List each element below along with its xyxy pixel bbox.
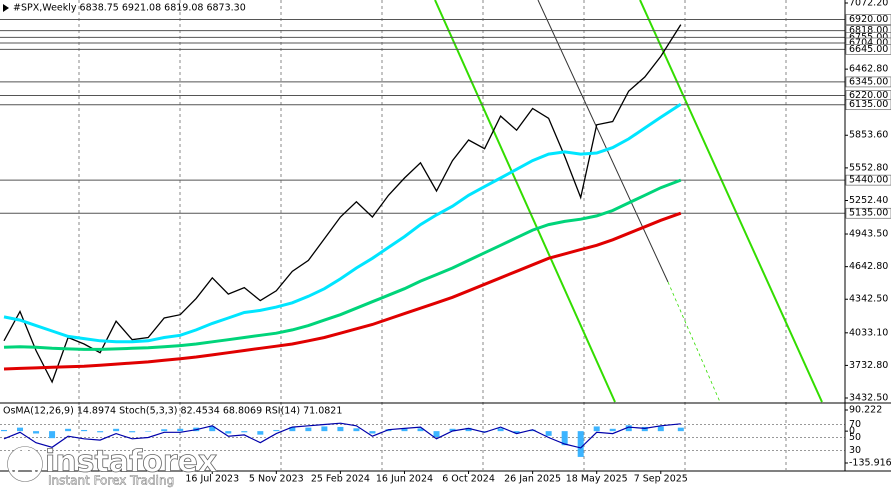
level-label: 6645.00 (849, 44, 888, 55)
osma-bar (369, 431, 376, 434)
rsi-line (3, 422, 681, 449)
y-tick-label: 3432.50 (849, 393, 888, 404)
brand-tagline: Instant Forex Trading (48, 474, 174, 488)
level-label: 6135.00 (849, 99, 888, 110)
symbol-icon (3, 4, 9, 12)
y-tick-label: 0 (849, 426, 855, 437)
level-label: 6755.00 (849, 32, 888, 43)
osma-bar (577, 431, 584, 457)
brand-name: instaforex (45, 445, 217, 480)
level-box (845, 99, 891, 111)
level-label: 6920.00 (849, 14, 888, 25)
level-box (845, 174, 891, 186)
osma-bar (625, 425, 632, 432)
osma-bar (353, 428, 360, 432)
osma-bar (129, 431, 136, 433)
level-label: 6818.00 (849, 25, 888, 36)
x-tick-label: 16 Jul 2023 (185, 474, 239, 485)
x-tick-label: 16 Jun 2024 (376, 474, 433, 485)
osma-bar (657, 426, 664, 432)
watermark: instaforex Instant Forex Trading (7, 444, 218, 488)
osma-bar (641, 426, 648, 432)
osma-bar (513, 431, 520, 434)
level-label: 6220.00 (849, 90, 888, 101)
chart-title: #SPX,Weekly 6838.75 6921.08 6819.08 6873… (13, 3, 246, 14)
y-tick-label: 4033.10 (849, 327, 888, 338)
osma-bar (257, 431, 264, 435)
trend-channel (434, 0, 823, 403)
osma-bar (433, 431, 440, 438)
osma-bar (17, 427, 24, 432)
osma-bar (677, 427, 684, 432)
osma-bar (113, 428, 120, 432)
osma-bar (97, 431, 104, 433)
osma-bar (1, 429, 8, 432)
y-tick-label: 6462.80 (849, 64, 888, 75)
level-label: 5440.00 (849, 175, 888, 186)
y-tick-label: 5252.40 (849, 195, 888, 206)
osma-bar (33, 431, 40, 434)
osma-bar (465, 427, 472, 432)
y-tick-label: 5552.80 (849, 162, 888, 173)
y-tick-label: 90.222 (849, 405, 882, 416)
osma-bar (65, 428, 72, 432)
osma-bar (561, 431, 568, 446)
osma-bar (545, 431, 552, 436)
level-box (845, 207, 891, 219)
osma-bar (161, 429, 168, 432)
osma-bar (321, 426, 328, 432)
y2-tick-label: 70 (849, 419, 861, 430)
osma-bar (529, 429, 536, 432)
osma-bar (225, 431, 232, 434)
level-box (845, 44, 891, 55)
x-tick-label: 18 May 2025 (566, 474, 628, 485)
y-tick-label: 4642.80 (849, 261, 888, 272)
y-tick-label: 3732.80 (849, 360, 888, 371)
level-box (845, 76, 891, 88)
y-tick-label: 4943.50 (849, 229, 888, 240)
osma-bar (497, 428, 504, 432)
x-tick-label: 6 Oct 2024 (442, 474, 495, 485)
osma-bar (81, 429, 88, 432)
osma-bar (209, 426, 216, 432)
osma-bar (177, 428, 184, 432)
osma-bar (145, 431, 152, 432)
level-label: 5135.00 (849, 208, 888, 219)
price-line (3, 178, 682, 351)
price-line (3, 102, 682, 344)
osma-bar (417, 428, 424, 432)
y2-tick-label: 50 (849, 432, 861, 443)
osma-bar (401, 428, 408, 432)
osma-bar (241, 431, 248, 433)
level-box (845, 14, 891, 25)
y2-tick-label: 30 (849, 445, 861, 456)
level-label: 6345.00 (849, 76, 888, 87)
osma-bar (337, 426, 344, 432)
osma-bar (273, 429, 280, 432)
osma-bar (609, 428, 616, 432)
osma-bar (289, 426, 296, 432)
price-line (3, 211, 682, 371)
x-tick-label: 26 Jan 2025 (504, 474, 561, 485)
x-tick-label: 7 Sep 2025 (634, 474, 688, 485)
y-tick-label: 7072.20 (849, 0, 888, 9)
osma-bar (593, 426, 600, 432)
indicator-title: OsMA(12,26,9) 14.8974 Stoch(5,3,3) 82.45… (3, 406, 342, 417)
price-panel: 7072.20 6462.80 5853.60 5552.80 5252.40 4943.… (0, 0, 891, 404)
y-tick-label: 5853.60 (849, 130, 888, 141)
x-tick-label: 25 Feb 2024 (311, 474, 370, 485)
osma-bar (305, 427, 312, 432)
y-tick-label: 4342.50 (849, 294, 888, 305)
grid (78, 0, 787, 470)
osma-bar (449, 428, 456, 432)
x-tick-label: 5 Nov 2023 (249, 474, 304, 485)
price-line (3, 24, 682, 384)
level-label: 6704.00 (849, 37, 888, 48)
osma-bar (49, 431, 56, 439)
